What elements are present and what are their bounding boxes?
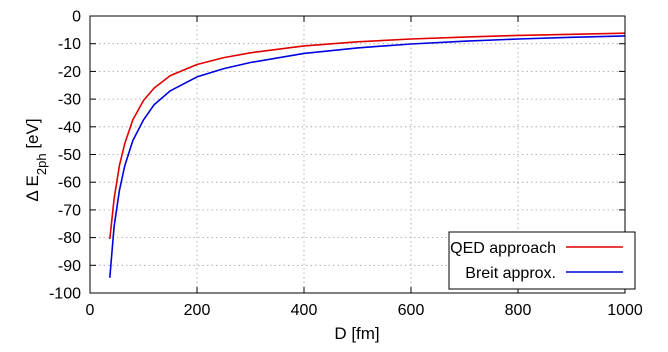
x-tick-label: 600 — [398, 302, 425, 319]
series-line-0 — [109, 32, 626, 240]
x-tick-label: 200 — [184, 302, 211, 319]
plot-lines — [109, 32, 626, 278]
y-tick-label: -30 — [58, 92, 81, 109]
y-tick-label: -80 — [58, 230, 81, 247]
y-axis-label-suffix: [eV] — [23, 118, 42, 153]
x-axis-label: D [fm] — [334, 324, 379, 343]
y-tick-label: -60 — [58, 175, 81, 192]
legend: QED approach Breit approx. — [448, 231, 636, 290]
y-tick-label: 0 — [72, 9, 81, 26]
axis-ticks: 0 200 400 600 800 1000 0 -10 -20 -30 -40 -50 -60 -70 -… — [49, 9, 643, 320]
series-line-1 — [109, 35, 626, 278]
y-tick-label: -40 — [58, 119, 81, 136]
x-tick-label: 1000 — [607, 302, 643, 319]
y-tick-label: -70 — [58, 202, 81, 219]
y-tick-label: -10 — [58, 36, 81, 53]
y-axis-label-prefix: Δ E — [23, 175, 42, 201]
y-tick-label: -90 — [58, 258, 81, 275]
x-tick-label: 400 — [291, 302, 318, 319]
x-tick-label: 800 — [505, 302, 532, 319]
legend-label-qed: QED approach — [450, 240, 556, 257]
legend-label-breit: Breit approx. — [465, 265, 556, 282]
x-tick-label: 0 — [86, 302, 95, 319]
y-tick-label: -20 — [58, 64, 81, 81]
legend-box — [448, 231, 636, 290]
y-tick-label: -100 — [49, 286, 81, 303]
y-axis-label: Δ E2ph [eV] — [23, 118, 49, 201]
y-tick-label: -50 — [58, 147, 81, 164]
y-axis-label-subscript: 2ph — [34, 153, 49, 175]
